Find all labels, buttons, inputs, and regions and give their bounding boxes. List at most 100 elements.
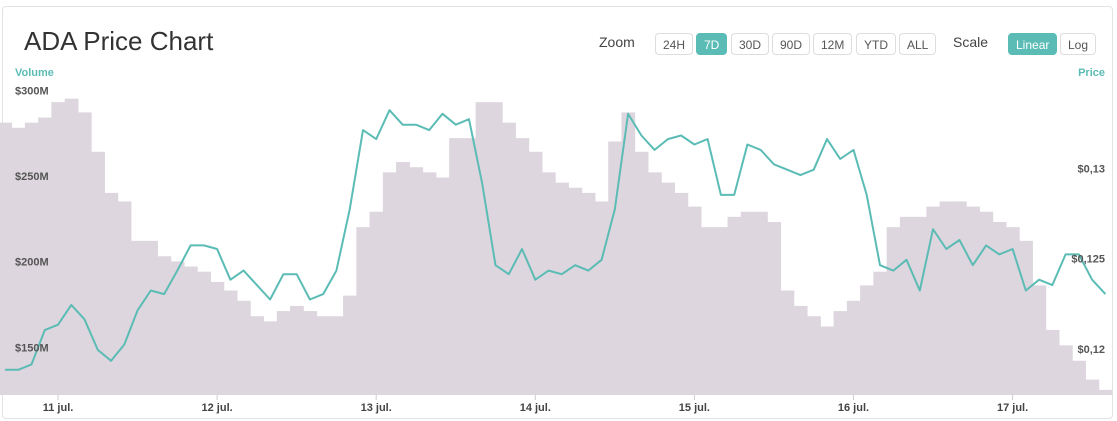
zoom-button[interactable]: ALL bbox=[899, 33, 937, 55]
volume-bar bbox=[608, 141, 622, 395]
volume-bar bbox=[170, 261, 185, 395]
volume-bar bbox=[767, 222, 782, 395]
volume-bar bbox=[701, 227, 715, 395]
volume-bar bbox=[727, 216, 742, 395]
volume-bar bbox=[899, 216, 914, 395]
volume-bar bbox=[1032, 285, 1047, 395]
volume-bar bbox=[780, 290, 795, 395]
volume-bar bbox=[555, 182, 569, 395]
volume-bar bbox=[621, 112, 636, 395]
scale-button[interactable]: Linear bbox=[1008, 33, 1058, 55]
y2-tick-label: $0,13 bbox=[1077, 164, 1105, 176]
volume-bar bbox=[64, 98, 79, 395]
volume-bar bbox=[223, 290, 238, 395]
volume-bar bbox=[568, 187, 583, 395]
volume-bar bbox=[966, 206, 980, 395]
volume-bar bbox=[104, 192, 119, 395]
volume-bar bbox=[661, 182, 676, 395]
price-line bbox=[5, 109, 1107, 371]
volume-bar bbox=[329, 316, 344, 395]
volume-bar bbox=[369, 211, 384, 395]
y2-tick-label: $0,125 bbox=[1071, 254, 1105, 266]
volume-bar bbox=[807, 316, 821, 395]
volume-bar bbox=[913, 216, 927, 395]
x-tick-label: 11 jul. bbox=[43, 402, 74, 414]
chart-title: ADA Price Chart bbox=[24, 26, 214, 56]
volume-bar bbox=[382, 172, 397, 395]
x-tick-label: 17 jul. bbox=[997, 402, 1028, 414]
volume-bar bbox=[860, 285, 874, 395]
zoom-button[interactable]: 90D bbox=[772, 33, 811, 55]
volume-bar bbox=[316, 316, 331, 395]
volume-bar bbox=[11, 127, 26, 395]
volume-bar bbox=[276, 311, 291, 395]
y2-axis-title: Price bbox=[1078, 67, 1105, 79]
volume-bar bbox=[157, 256, 172, 395]
volume-bar bbox=[130, 240, 145, 395]
volume-bar bbox=[77, 112, 92, 395]
volume-bar bbox=[396, 162, 410, 395]
volume-bar bbox=[250, 316, 265, 395]
volume-bar bbox=[528, 151, 543, 395]
volume-bar bbox=[24, 122, 39, 395]
volume-bar bbox=[117, 201, 132, 395]
volume-bar bbox=[594, 201, 609, 395]
volume-bar bbox=[303, 311, 318, 395]
volume-bar bbox=[992, 222, 1007, 395]
volume-bar bbox=[435, 177, 450, 395]
zoom-button[interactable]: YTD bbox=[856, 33, 896, 55]
volume-bar bbox=[1085, 379, 1100, 395]
volume-bar bbox=[754, 211, 768, 395]
volume-bar bbox=[740, 211, 755, 395]
volume-bar bbox=[183, 266, 198, 395]
scale-label: Scale bbox=[953, 34, 989, 50]
volume-bar bbox=[820, 326, 835, 395]
y2-tick-label: $0,12 bbox=[1077, 344, 1105, 356]
volume-bar bbox=[1072, 360, 1086, 395]
volume-bar bbox=[634, 151, 649, 395]
volume-bar bbox=[515, 138, 530, 395]
scale-button[interactable]: Log bbox=[1060, 33, 1097, 55]
volume-bar bbox=[1098, 389, 1113, 395]
volume-bar bbox=[926, 206, 941, 395]
y-tick-label: $150M bbox=[15, 342, 49, 354]
x-tick-label: 15 jul. bbox=[679, 402, 710, 414]
volume-bar bbox=[939, 201, 954, 395]
y-tick-label: $300M bbox=[15, 85, 49, 97]
volume-bar bbox=[886, 227, 901, 395]
volume-bar bbox=[502, 122, 516, 395]
volume-bar bbox=[475, 102, 490, 395]
zoom-button[interactable]: 24H bbox=[655, 33, 694, 55]
volume-bar bbox=[449, 138, 463, 395]
volume-bar bbox=[1005, 227, 1020, 395]
volume-bar bbox=[833, 311, 848, 395]
volume-bar bbox=[91, 151, 105, 395]
volume-bar bbox=[541, 172, 556, 395]
volume-bar bbox=[237, 300, 251, 395]
y-tick-label: $250M bbox=[15, 171, 49, 183]
y-tick-label: $200M bbox=[15, 257, 49, 269]
volume-bar bbox=[210, 281, 225, 395]
volume-bar bbox=[488, 102, 503, 395]
volume-bar bbox=[979, 211, 994, 395]
volume-bar bbox=[647, 172, 662, 395]
volume-bar bbox=[1019, 240, 1033, 395]
volume-bar bbox=[952, 201, 967, 395]
zoom-button[interactable]: 12M bbox=[813, 33, 853, 55]
volume-bar bbox=[1045, 329, 1060, 395]
volume-bar bbox=[343, 295, 357, 395]
x-tick-label: 12 jul. bbox=[202, 402, 233, 414]
volume-bar bbox=[356, 227, 371, 395]
volume-bar bbox=[462, 138, 477, 395]
volume-bar bbox=[38, 117, 52, 395]
volume-bar bbox=[290, 305, 304, 395]
volume-bar bbox=[422, 172, 437, 395]
volume-bar bbox=[687, 206, 702, 395]
volume-bar bbox=[581, 192, 596, 395]
volume-bar bbox=[197, 271, 211, 395]
volume-bar bbox=[0, 122, 13, 395]
zoom-button[interactable]: 7D bbox=[696, 33, 728, 55]
zoom-label: Zoom bbox=[599, 34, 635, 50]
zoom-button[interactable]: 30D bbox=[731, 33, 770, 55]
